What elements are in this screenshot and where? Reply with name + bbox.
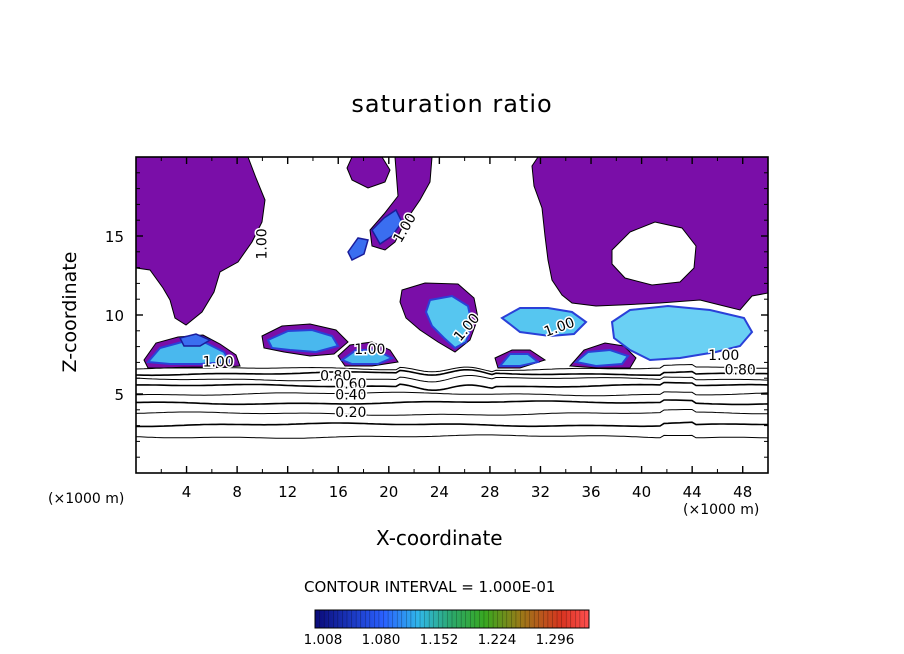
y-tick-label: 10 [105, 307, 124, 325]
supersat-region-right-upper [531, 157, 768, 311]
x-tick-label: 28 [480, 483, 499, 501]
core-right-2 [610, 304, 754, 362]
x-tick-label: 40 [632, 483, 651, 501]
colorbar-tick-label: 1.224 [477, 632, 517, 648]
chart-title: saturation ratio [351, 90, 553, 118]
contour-interval-note: CONTOUR INTERVAL = 1.000E-01 [304, 578, 556, 596]
core-upper-fragment-2 [347, 237, 369, 262]
y-axis-label: Z-coordinate [59, 251, 81, 373]
supersat-region-upper-center [346, 157, 391, 189]
colorbar-tick-label: 1.296 [535, 632, 575, 648]
x-tick-label: 8 [232, 483, 242, 501]
contour-label: 1.00 [354, 342, 385, 358]
x-tick-label: 44 [683, 483, 702, 501]
colorbar-tick-label: 1.152 [419, 632, 459, 648]
core-left-3 [178, 333, 212, 347]
contour-label: 1.00 [708, 348, 739, 364]
x-tick-label: 36 [581, 483, 600, 501]
contour-line-4 [136, 391, 768, 397]
core-center-blob [424, 294, 474, 350]
contour-label: 0.20 [335, 405, 366, 421]
core-center-left [339, 349, 395, 365]
core-right-1 [500, 307, 588, 338]
x-axis-label: X-coordinate [376, 526, 503, 550]
x-tick-label: 48 [733, 483, 752, 501]
x-unit-right: (×1000 m) [683, 502, 760, 518]
x-tick-label: 4 [182, 483, 192, 501]
contour-line-5 [136, 381, 768, 391]
supersat-region-left-upper [136, 157, 266, 326]
contour-line-6 [136, 375, 768, 383]
contour-label: 0.80 [725, 362, 756, 378]
core-left-2 [266, 328, 340, 354]
contour-line-3 [136, 399, 768, 406]
colorbar-tick-label: 1.008 [303, 632, 343, 648]
contour-label: 1.00 [254, 228, 270, 259]
x-tick-label: 20 [379, 483, 398, 501]
y-tick-label: 5 [114, 386, 124, 404]
contour-label: 0.60 [335, 377, 366, 393]
contour-line-2 [136, 409, 768, 416]
x-tick-label: 12 [278, 483, 297, 501]
contour-line-1 [136, 421, 768, 428]
core-upper-fragment [371, 208, 403, 246]
colorbar-tick-label: 1.080 [361, 632, 401, 648]
supersaturation-regions [136, 157, 768, 369]
colorbar [314, 609, 590, 629]
y-tick-label: 15 [105, 228, 124, 246]
core-left-1 [145, 341, 232, 365]
core-center-right [497, 353, 541, 367]
contour-label: 1.00 [203, 354, 234, 370]
x-tick-label: 32 [531, 483, 550, 501]
colorbar-stripes [319, 610, 585, 628]
x-unit-left: (×1000 m) [48, 491, 125, 507]
contour-label: 0.80 [320, 369, 351, 385]
x-tick-label: 24 [430, 483, 449, 501]
contour-line-0 [136, 434, 768, 439]
contour-line-8 [136, 363, 768, 373]
contour-line-7 [136, 369, 768, 377]
core-right-3 [573, 348, 630, 368]
x-tick-label: 16 [329, 483, 348, 501]
contour-label: 0.40 [335, 388, 366, 404]
contour-lines [136, 363, 768, 439]
